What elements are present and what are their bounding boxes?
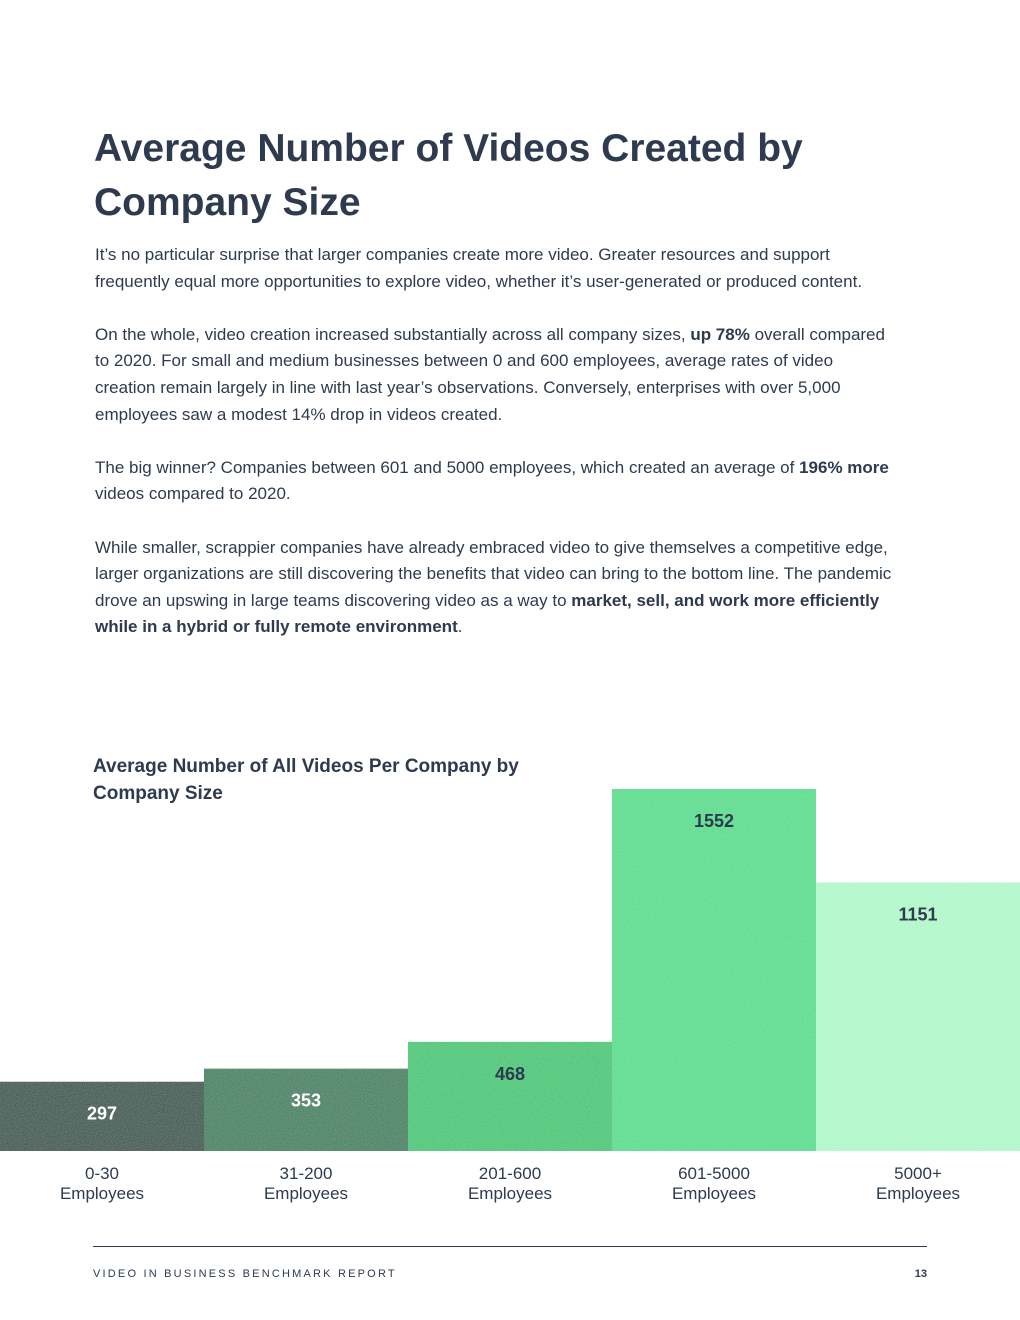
paragraph-text: It’s no particular surprise that larger … bbox=[95, 245, 863, 291]
page-number: 13 bbox=[914, 1268, 927, 1280]
data-label: 1151 bbox=[898, 905, 937, 925]
body-text: It’s no particular surprise that larger … bbox=[95, 242, 895, 668]
page-heading: Average Number of Videos Created by Comp… bbox=[94, 127, 803, 224]
chart-title: Average Number of All Videos Per Company… bbox=[93, 756, 519, 804]
emphasis-text: 196% more bbox=[799, 457, 889, 477]
footer-report-title: VIDEO IN BUSINESS BENCHMARK REPORT bbox=[93, 1268, 397, 1280]
paragraph-text: On the whole, video creation increased s… bbox=[95, 324, 691, 344]
bar-601-5000 bbox=[612, 789, 816, 1151]
category-label: Employees bbox=[60, 1184, 144, 1203]
bar-chart: 2970-30Employees35331-200Employees468201… bbox=[0, 789, 1020, 1203]
bar-5000+ bbox=[816, 882, 1020, 1151]
data-label: 1552 bbox=[694, 811, 734, 831]
paragraph-text: . bbox=[457, 617, 463, 637]
data-label: 297 bbox=[87, 1104, 117, 1124]
category-label: Employees bbox=[264, 1184, 348, 1203]
paragraph-text: While smaller, scrappier companies have … bbox=[95, 537, 892, 610]
category-label: 601-5000 bbox=[678, 1164, 750, 1183]
category-label: 201-600 bbox=[479, 1164, 541, 1183]
emphasis-text: market, sell, and work more efficiently … bbox=[95, 590, 880, 637]
body-paragraph: The big winner? Companies between 601 an… bbox=[95, 455, 895, 508]
paragraph-text: overall compared to 2020. For small and … bbox=[95, 324, 885, 424]
paragraph-text: videos compared to 2020. bbox=[95, 484, 291, 504]
category-label: 31-200 bbox=[280, 1164, 333, 1183]
category-label: 5000+ bbox=[894, 1164, 942, 1183]
bar-0-30 bbox=[0, 1081, 204, 1151]
data-label: 468 bbox=[495, 1064, 525, 1084]
category-label: 0-30 bbox=[85, 1164, 119, 1183]
bar-201-600 bbox=[408, 1041, 612, 1151]
footer-divider bbox=[93, 1246, 927, 1247]
bar-31-200 bbox=[204, 1068, 408, 1151]
paragraph-text: The big winner? Companies between 601 an… bbox=[95, 457, 800, 477]
data-label: 353 bbox=[291, 1091, 321, 1111]
body-paragraph: On the whole, video creation increased s… bbox=[95, 322, 895, 428]
category-label: Employees bbox=[876, 1184, 960, 1203]
category-label: Employees bbox=[672, 1184, 756, 1203]
body-paragraph: While smaller, scrappier companies have … bbox=[95, 535, 895, 641]
category-label: Employees bbox=[468, 1184, 552, 1203]
body-paragraph: It’s no particular surprise that larger … bbox=[95, 242, 895, 295]
emphasis-text: up 78% bbox=[690, 324, 750, 344]
